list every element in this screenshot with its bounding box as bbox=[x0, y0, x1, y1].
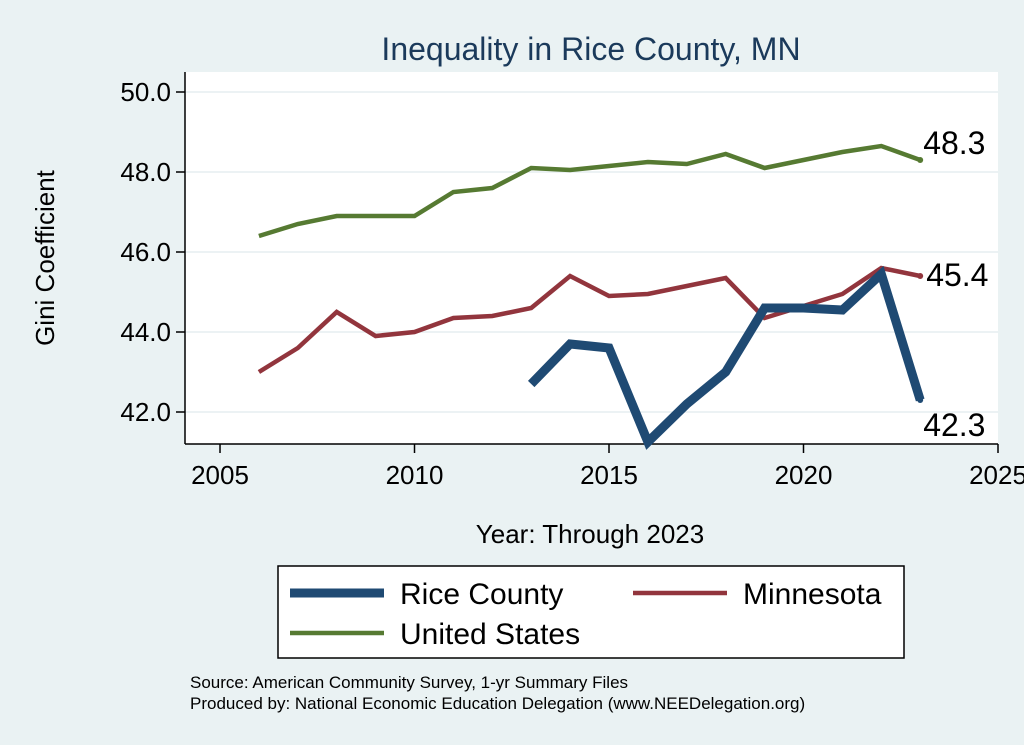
source-line-2: Produced by: National Economic Education… bbox=[190, 694, 805, 713]
end-point-rice-county bbox=[917, 397, 924, 403]
chart-title: Inequality in Rice County, MN bbox=[381, 31, 800, 67]
tick-labels: 42.0 44.0 46.0 48.0 50.0 2005 2010 2015 2020 2025 bbox=[120, 77, 1024, 490]
y-tick-label: 46.0 bbox=[120, 237, 171, 267]
axes bbox=[176, 72, 999, 453]
source-line-1: Source: American Community Survey, 1-yr … bbox=[190, 673, 628, 692]
x-axis-label: Year: Through 2023 bbox=[476, 519, 704, 549]
x-tick-label: 2015 bbox=[580, 460, 638, 490]
legend-label-minnesota: Minnesota bbox=[743, 578, 882, 611]
y-tick-label: 50.0 bbox=[120, 77, 171, 107]
series-lines bbox=[257, 143, 925, 450]
series-line-rice-county bbox=[527, 265, 925, 450]
x-tick-label: 2020 bbox=[775, 460, 833, 490]
y-tick-label: 48.0 bbox=[120, 157, 171, 187]
legend-box bbox=[277, 565, 905, 659]
x-tick-label: 2010 bbox=[386, 460, 444, 490]
y-axis-label: Gini Coefficient bbox=[30, 169, 60, 346]
x-tick-label: 2025 bbox=[969, 460, 1024, 490]
grid-lines bbox=[185, 91, 998, 413]
end-point-minnesota bbox=[917, 273, 924, 279]
x-tick-label: 2005 bbox=[191, 460, 249, 490]
y-tick-label: 44.0 bbox=[120, 317, 171, 347]
series-line-united-states bbox=[258, 143, 921, 239]
end-label-united-states: 48.3 bbox=[923, 125, 985, 161]
y-tick-label: 42.0 bbox=[120, 397, 171, 427]
plot-area bbox=[185, 72, 998, 444]
legend-label-united-states: United States bbox=[400, 618, 580, 651]
end-labels: 48.3 45.4 42.3 bbox=[923, 125, 988, 443]
legend-label-rice-county: Rice County bbox=[400, 578, 563, 611]
end-label-minnesota: 45.4 bbox=[926, 257, 988, 293]
end-point-united-states bbox=[917, 157, 924, 163]
end-label-rice-county: 42.3 bbox=[923, 407, 985, 443]
legend: Rice County Minnesota United States bbox=[277, 565, 905, 659]
